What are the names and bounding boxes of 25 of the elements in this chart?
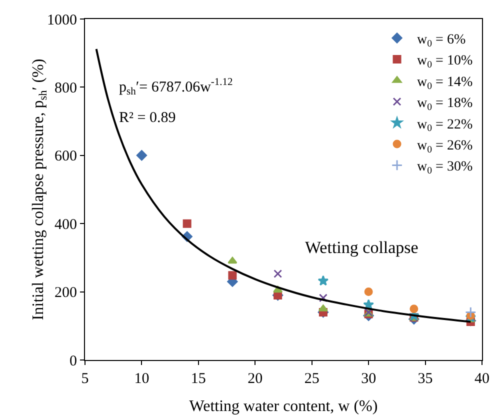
legend-label: w$_{0}$ = 10% — [417, 54, 473, 71]
x-tick-label: 25 — [304, 371, 320, 387]
legend-label: w$_{0}$ = 26% — [417, 138, 473, 156]
annotation: R² = 0.89 — [119, 110, 176, 126]
y-tick-label: 200 — [54, 285, 77, 302]
x-axis-title: Wetting water content, w (%) — [189, 398, 378, 415]
y-tick-label: 1000 — [47, 12, 77, 28]
y-tick-label: 600 — [54, 148, 77, 165]
x-tick-label: 40 — [474, 371, 490, 387]
legend-label: w$_{0}$ = 22% — [417, 117, 473, 134]
x-tick-label: 5 — [81, 371, 89, 387]
annotation: Wetting collapse — [305, 238, 418, 257]
x-tick-label: 15 — [190, 371, 206, 387]
x-tick-label: 30 — [361, 371, 376, 387]
y-tick-label: 400 — [54, 216, 77, 233]
y-tick-label: 0 — [70, 353, 77, 370]
y-tick-label: 800 — [54, 80, 77, 96]
legend-label: w$_{0}$ = 6% — [417, 32, 466, 50]
x-tick-label: 20 — [248, 371, 263, 387]
legend-label: w$_{0}$ = 30% — [417, 160, 473, 177]
x-tick-label: 35 — [418, 371, 433, 387]
legend-label: w$_{0}$ = 14% — [417, 74, 473, 92]
annotation: p$_{sh}$′= 6787.06w$^{-1.12}$ — [119, 77, 233, 98]
legend-label: w$_{0}$ = 18% — [417, 96, 473, 114]
x-tick-label: 10 — [134, 371, 150, 387]
